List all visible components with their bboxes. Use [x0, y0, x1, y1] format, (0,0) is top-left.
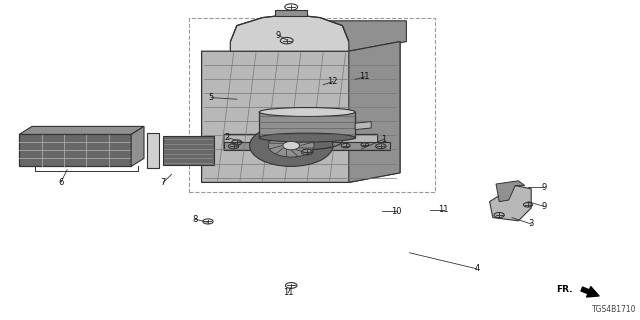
Bar	[147, 133, 159, 168]
Text: 12: 12	[328, 77, 338, 86]
Polygon shape	[230, 21, 406, 53]
Text: 11: 11	[283, 288, 293, 297]
Polygon shape	[224, 142, 390, 150]
Text: FR.: FR.	[556, 285, 573, 294]
FancyArrowPatch shape	[581, 287, 599, 297]
Text: 3: 3	[529, 220, 534, 228]
Polygon shape	[259, 112, 355, 138]
Circle shape	[250, 125, 333, 166]
Polygon shape	[275, 10, 307, 16]
Polygon shape	[230, 14, 349, 51]
Bar	[163, 136, 214, 165]
Polygon shape	[131, 126, 144, 166]
Ellipse shape	[259, 133, 355, 142]
Polygon shape	[496, 181, 525, 202]
Text: 5: 5	[209, 93, 214, 102]
Circle shape	[283, 141, 300, 150]
Ellipse shape	[259, 108, 355, 116]
Text: 9: 9	[541, 202, 547, 211]
Circle shape	[268, 134, 314, 157]
Text: 11: 11	[438, 205, 449, 214]
Polygon shape	[349, 42, 400, 182]
Text: 9: 9	[541, 183, 547, 192]
Text: 1: 1	[381, 135, 387, 144]
Polygon shape	[355, 122, 371, 130]
Bar	[211, 109, 384, 150]
Text: 10: 10	[392, 207, 402, 216]
Text: 7: 7	[161, 178, 166, 187]
Text: TGS4B1710: TGS4B1710	[592, 305, 637, 314]
Text: 4: 4	[474, 264, 479, 273]
Polygon shape	[224, 134, 378, 150]
Polygon shape	[19, 126, 144, 134]
Text: 9: 9	[276, 31, 281, 40]
Bar	[189, 18, 435, 192]
Text: 11: 11	[360, 72, 370, 81]
Polygon shape	[19, 134, 131, 166]
Polygon shape	[490, 186, 531, 221]
Text: 6: 6	[58, 178, 63, 187]
Text: 8: 8	[193, 215, 198, 224]
Polygon shape	[202, 42, 400, 182]
Text: 2: 2	[225, 133, 230, 142]
